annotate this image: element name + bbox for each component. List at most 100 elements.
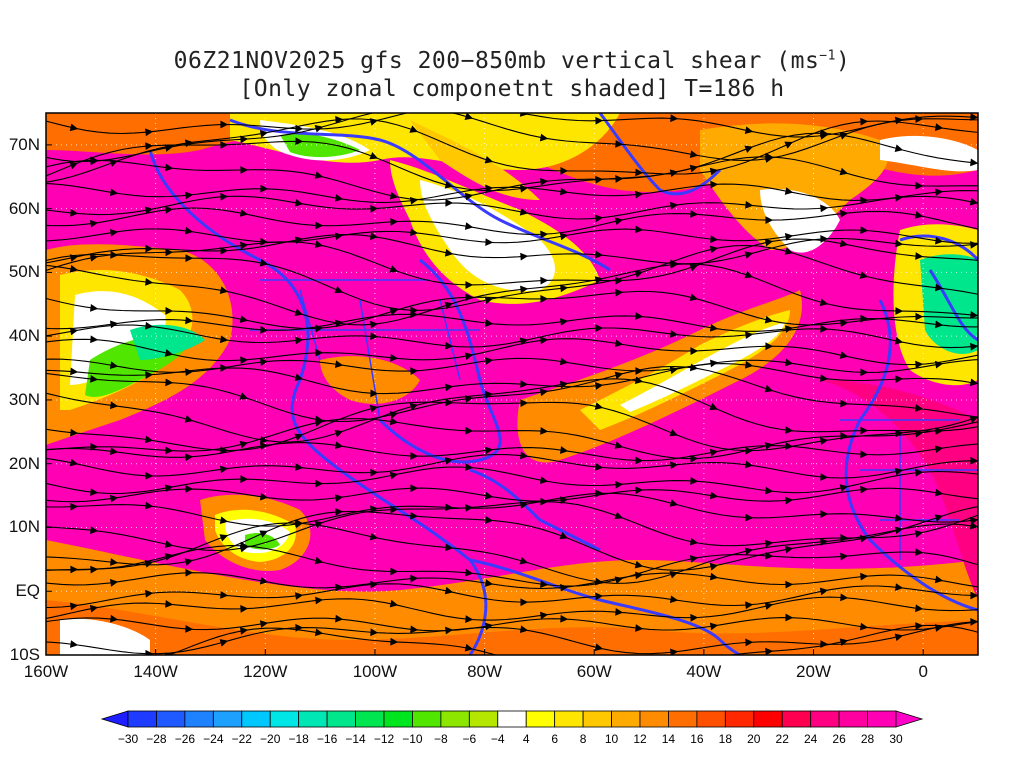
streamline-arrow [969, 197, 978, 206]
map-panel [46, 113, 978, 655]
streamline-arrow [240, 604, 249, 613]
streamline-arrow [520, 399, 529, 407]
streamline-arrow [485, 319, 494, 327]
streamline-arrow [110, 558, 119, 566]
streamline-arrow [69, 123, 79, 132]
streamline-arrow [615, 288, 624, 297]
streamline-arrow [744, 460, 754, 469]
streamline-arrow [689, 555, 699, 563]
colorbar-swatch [753, 710, 783, 728]
streamline-arrow [240, 241, 249, 250]
streamline-arrow [710, 359, 719, 368]
streamline-arrow [840, 432, 849, 440]
streamline-arrow [370, 389, 379, 398]
streamline-arrow [389, 471, 399, 480]
streamline-arrow [840, 552, 849, 561]
streamline-arrow [765, 486, 774, 495]
streamline-arrow [240, 356, 249, 365]
streamline [46, 545, 978, 587]
colorbar-swatch [383, 710, 413, 728]
streamline-arrow [185, 485, 194, 493]
streamline [46, 466, 978, 495]
colorbar-label: 6 [551, 732, 558, 746]
title-unit-superscript: −1 [819, 48, 836, 64]
streamline-arrow [670, 201, 679, 210]
streamline-arrow [859, 622, 869, 631]
streamline-arrow [240, 135, 249, 144]
streamline-arrow [784, 247, 794, 255]
streamline-arrow [709, 323, 719, 332]
streamline-arrow [915, 252, 924, 260]
streamline-arrow [90, 303, 99, 312]
streamline-arrow [260, 358, 269, 366]
streamline-arrow [559, 318, 569, 326]
streamline-arrow [185, 316, 194, 325]
streamline [46, 365, 978, 423]
lon-label: 20W [796, 662, 831, 681]
colorbar-label: 30 [889, 732, 903, 746]
streamline-arrow [390, 567, 399, 576]
streamline-arrow [785, 580, 794, 589]
streamline-arrow [560, 614, 569, 623]
streamline-arrow [765, 539, 774, 548]
streamline-arrow [145, 321, 154, 330]
streamline-arrow [559, 446, 569, 454]
streamline-arrow [220, 120, 229, 129]
streamline-arrow [295, 124, 304, 133]
streamline-arrow [935, 320, 944, 329]
streamline-arrow [839, 239, 849, 248]
streamline-arrow [145, 278, 154, 286]
streamline-arrow [914, 404, 924, 412]
colorbar-label: −26 [174, 732, 196, 746]
streamline-arrow [559, 357, 569, 366]
streamline-arrow [464, 113, 474, 121]
streamline-arrow [520, 598, 529, 607]
streamline-arrow [709, 572, 719, 581]
colorbar [100, 710, 924, 728]
streamline-arrow [860, 314, 869, 323]
streamline-arrow [839, 167, 849, 176]
streamline-arrow [464, 192, 474, 201]
streamline-arrow [970, 342, 978, 351]
streamline-arrow [314, 418, 324, 427]
streamline-arrow [335, 115, 344, 124]
streamline-arrow [369, 532, 379, 541]
colorbar-swatch [468, 710, 499, 728]
streamline-arrow [184, 226, 194, 235]
colorbar-swatch [810, 710, 840, 728]
streamline-arrow [519, 556, 529, 565]
streamline-arrow [390, 505, 399, 514]
streamline-arrow [70, 208, 79, 217]
streamline-arrow [145, 471, 154, 480]
streamline-arrow [634, 270, 644, 278]
streamline-arrow [894, 633, 904, 642]
streamline-arrow [219, 335, 229, 344]
colorbar-swatch [156, 710, 186, 728]
streamline-arrow [689, 293, 699, 302]
streamline-arrow [410, 228, 419, 237]
streamline-arrow [295, 518, 304, 527]
colorbar-label: 26 [832, 732, 846, 746]
streamline-arrow [895, 239, 904, 248]
streamline-arrow [485, 357, 494, 365]
streamline-arrow [860, 196, 869, 205]
lat-label: 30N [8, 389, 40, 409]
streamline-arrow [520, 451, 529, 460]
streamline [46, 501, 978, 552]
streamline-arrow [744, 126, 754, 135]
streamline-arrow [969, 521, 978, 530]
streamline-arrow [935, 236, 944, 245]
streamline-arrow [914, 530, 924, 538]
streamline-arrow [465, 615, 474, 623]
streamline-arrow [334, 194, 344, 202]
streamline-arrow [709, 448, 719, 457]
streamline-arrow [445, 341, 454, 350]
streamline-arrow [70, 367, 79, 376]
streamline-arrow [370, 320, 379, 329]
streamline-arrow [389, 308, 399, 316]
streamline-arrow [109, 447, 119, 456]
streamline-arrow [389, 417, 399, 426]
streamline-arrow [109, 401, 119, 410]
streamline [46, 401, 978, 452]
streamline-arrow [89, 253, 99, 262]
